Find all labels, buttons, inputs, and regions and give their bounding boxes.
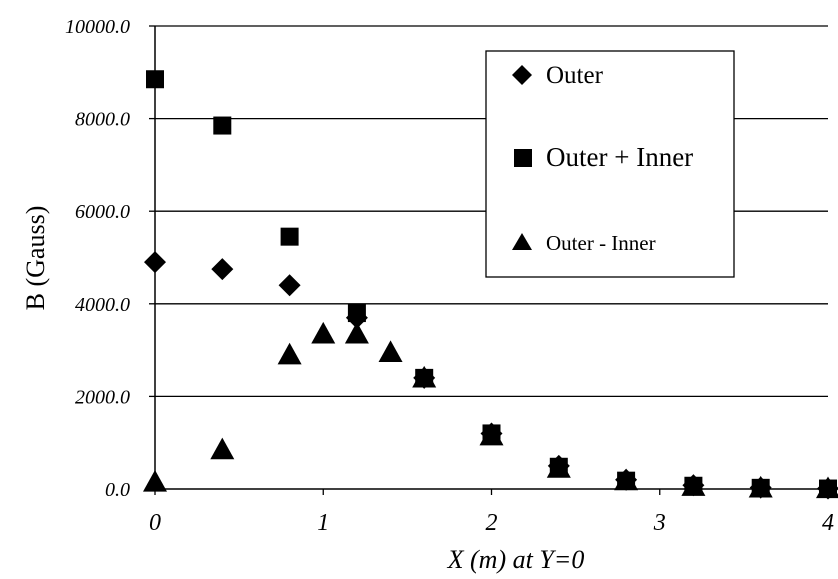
x-tick-label: 2 xyxy=(486,510,498,536)
point-outer xyxy=(144,251,166,274)
point-outer-minus-inner xyxy=(210,437,235,460)
grid-lines xyxy=(155,25,828,398)
x-tick-label: 1 xyxy=(317,510,329,536)
y-tick-label: 10000.0 xyxy=(65,16,130,38)
legend-label-outer-minus-inner: Outer - Inner xyxy=(546,231,656,255)
legend-label-outer: Outer xyxy=(546,62,604,89)
point-outer-minus-inner xyxy=(344,321,369,344)
legend: Outer Outer + Inner Outer - Inner xyxy=(485,50,735,278)
point-outer-minus-inner xyxy=(143,470,167,492)
y-tick-label: 0.0 xyxy=(105,479,130,501)
point-outer-minus-inner xyxy=(681,474,706,496)
point-outer-plus-inner xyxy=(146,70,164,89)
legend-label-outer-plus-inner: Outer + Inner xyxy=(546,142,693,172)
point-outer-minus-inner xyxy=(546,456,571,478)
y-tick-label: 2000.0 xyxy=(75,386,130,408)
legend-item-outer-plus-inner: Outer + Inner xyxy=(514,142,693,172)
data-points xyxy=(143,70,838,500)
y-axis-label: B (Gauss) xyxy=(21,206,50,311)
x-tick-label: 0 xyxy=(149,510,161,536)
y-tick-label: 4000.0 xyxy=(75,294,130,316)
legend-item-outer: Outer xyxy=(512,62,604,89)
point-outer-minus-inner xyxy=(479,423,504,446)
y-tick-label: 8000.0 xyxy=(75,109,130,131)
y-tick-label: 6000.0 xyxy=(75,201,130,223)
x-tick-labels: 0 1 2 3 4 xyxy=(149,489,834,536)
point-outer xyxy=(278,274,301,297)
point-outer-minus-inner xyxy=(816,476,838,499)
point-outer-plus-inner xyxy=(213,116,232,135)
point-outer-minus-inner xyxy=(748,475,773,498)
x-axis-label: X (m) at Y=0 xyxy=(447,545,585,574)
y-tick-labels: 0.0 2000.0 4000.0 6000.0 8000.0 10000.0 xyxy=(65,16,155,501)
x-tick-label: 4 xyxy=(822,510,834,536)
point-outer-plus-inner xyxy=(347,304,366,323)
point-outer-minus-inner xyxy=(378,340,403,363)
x-tick-label: 3 xyxy=(653,510,666,536)
point-outer-minus-inner xyxy=(277,342,302,365)
legend-square-marker xyxy=(514,149,532,167)
legend-triangle-marker xyxy=(512,233,532,250)
point-outer xyxy=(211,258,234,281)
point-outer-minus-inner xyxy=(311,321,336,344)
point-outer-minus-inner xyxy=(412,365,437,388)
point-outer-minus-inner xyxy=(614,468,639,491)
legend-item-outer-minus-inner: Outer - Inner xyxy=(512,231,656,255)
point-outer-plus-inner xyxy=(280,227,299,246)
legend-diamond-marker xyxy=(512,65,532,85)
